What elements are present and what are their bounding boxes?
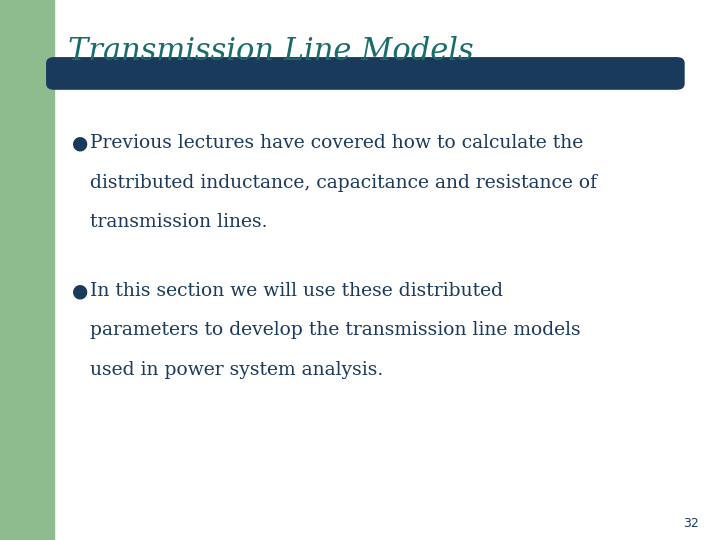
Text: distributed inductance, capacitance and resistance of: distributed inductance, capacitance and …	[90, 173, 597, 192]
Bar	[0, 0, 54, 540]
Text: ●: ●	[72, 282, 89, 300]
Text: ●: ●	[72, 134, 89, 152]
Text: Transmission Line Models: Transmission Line Models	[68, 36, 474, 67]
Text: transmission lines.: transmission lines.	[90, 213, 268, 231]
Text: parameters to develop the transmission line models: parameters to develop the transmission l…	[90, 321, 580, 340]
Text: In this section we will use these distributed: In this section we will use these distri…	[90, 282, 503, 300]
Text: used in power system analysis.: used in power system analysis.	[90, 361, 383, 379]
FancyBboxPatch shape	[47, 58, 684, 89]
Text: Previous lectures have covered how to calculate the: Previous lectures have covered how to ca…	[90, 134, 583, 152]
Text: 32: 32	[683, 517, 698, 530]
